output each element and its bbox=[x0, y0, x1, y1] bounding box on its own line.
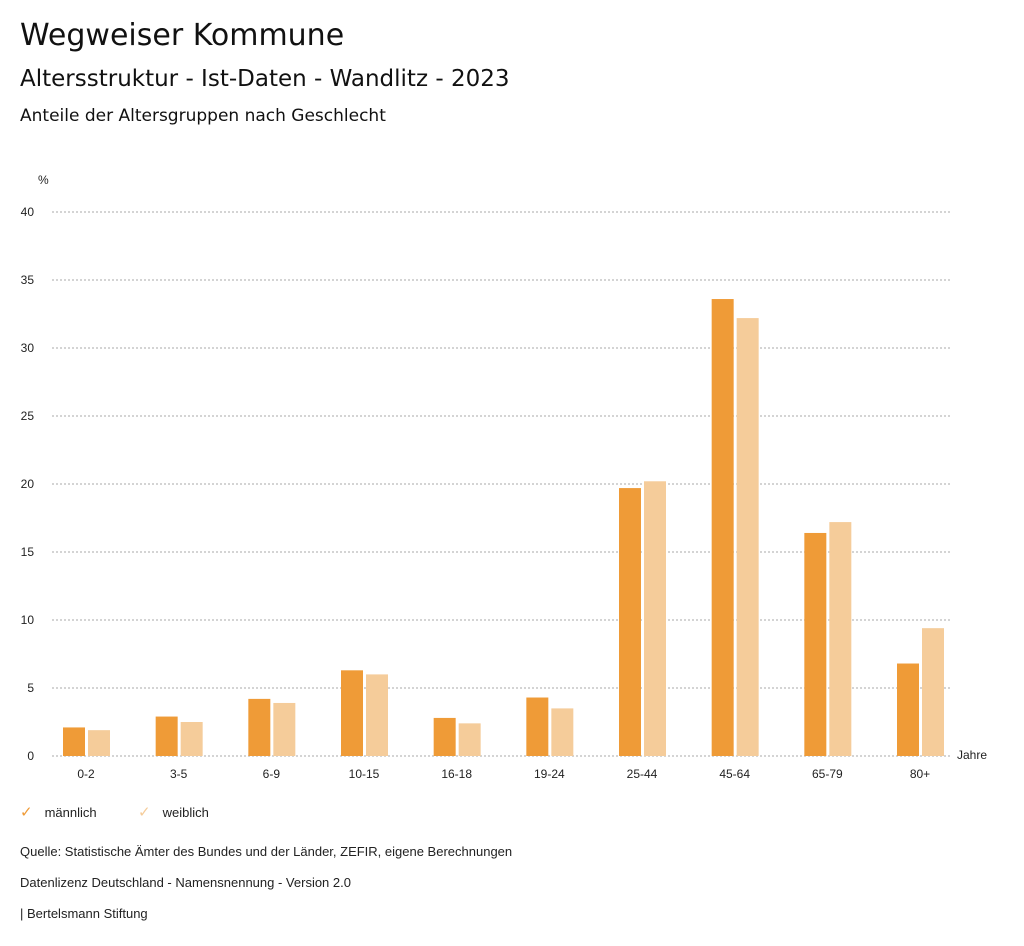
page-title: Wegweiser Kommune bbox=[20, 18, 345, 53]
bar-maennlich bbox=[526, 697, 549, 756]
x-tick-label: 25-44 bbox=[627, 767, 658, 781]
brand-text: | Bertelsmann Stiftung bbox=[20, 906, 148, 921]
y-tick-label: 10 bbox=[21, 613, 35, 627]
page-subtitle: Altersstruktur - Ist-Daten - Wandlitz - … bbox=[20, 66, 510, 92]
bar-weiblich bbox=[366, 674, 388, 756]
bar-maennlich bbox=[711, 299, 734, 756]
legend-item-weiblich[interactable]: ✓ weiblich bbox=[138, 803, 209, 821]
bar-weiblich bbox=[922, 628, 944, 756]
source-text: Quelle: Statistische Ämter des Bundes un… bbox=[20, 844, 513, 859]
legend-label: männlich bbox=[44, 805, 97, 820]
x-tick-label: 19-24 bbox=[534, 767, 565, 781]
bar-weiblich bbox=[180, 722, 203, 756]
y-tick-label: 35 bbox=[21, 273, 35, 287]
y-tick-label: 25 bbox=[21, 409, 35, 423]
x-tick-label: 80+ bbox=[910, 767, 930, 781]
x-tick-label: 3-5 bbox=[170, 767, 188, 781]
y-axis-label: % bbox=[38, 173, 49, 187]
bar-maennlich bbox=[804, 532, 827, 756]
x-axis-label: Jahre bbox=[957, 748, 987, 762]
bar-maennlich bbox=[897, 663, 919, 756]
y-tick-label: 40 bbox=[21, 205, 35, 219]
license-text: Datenlizenz Deutschland - Namensnennung … bbox=[20, 875, 351, 890]
y-tick-label: 30 bbox=[21, 341, 35, 355]
check-icon: ✓ bbox=[20, 804, 33, 821]
check-icon: ✓ bbox=[138, 804, 151, 821]
bar-maennlich bbox=[341, 670, 363, 756]
bar-maennlich bbox=[248, 698, 271, 756]
x-tick-label: 0-2 bbox=[77, 767, 95, 781]
bar-weiblich bbox=[644, 481, 666, 756]
bar-weiblich bbox=[458, 723, 481, 756]
x-tick-label: 10-15 bbox=[349, 767, 380, 781]
y-tick-label: 5 bbox=[27, 681, 34, 695]
bar-chart: % 0 5 10 15 20 25 30 35 40 Jahre 0-2 3-5 6-9 10-15 16-1… bbox=[21, 173, 988, 781]
bar-weiblich bbox=[273, 702, 296, 756]
legend-label: weiblich bbox=[162, 805, 209, 820]
legend-item-maennlich[interactable]: ✓ männlich bbox=[20, 803, 97, 821]
bar-maennlich bbox=[619, 488, 641, 756]
y-tick-label: 15 bbox=[21, 545, 35, 559]
bar-maennlich bbox=[433, 717, 456, 756]
bar-weiblich bbox=[736, 318, 759, 756]
bar-weiblich bbox=[551, 708, 574, 756]
bar-maennlich bbox=[155, 716, 178, 756]
y-tick-label: 20 bbox=[21, 477, 35, 491]
chart-title: Anteile der Altersgruppen nach Geschlech… bbox=[20, 106, 386, 126]
x-tick-label: 16-18 bbox=[441, 767, 472, 781]
x-tick-label: 45-64 bbox=[719, 767, 750, 781]
x-tick-label: 65-79 bbox=[812, 767, 843, 781]
bar-weiblich bbox=[829, 522, 852, 756]
x-tick-label: 6-9 bbox=[263, 767, 281, 781]
y-tick-label: 0 bbox=[27, 749, 34, 763]
bar-weiblich bbox=[88, 730, 110, 756]
bar-maennlich bbox=[63, 727, 85, 756]
